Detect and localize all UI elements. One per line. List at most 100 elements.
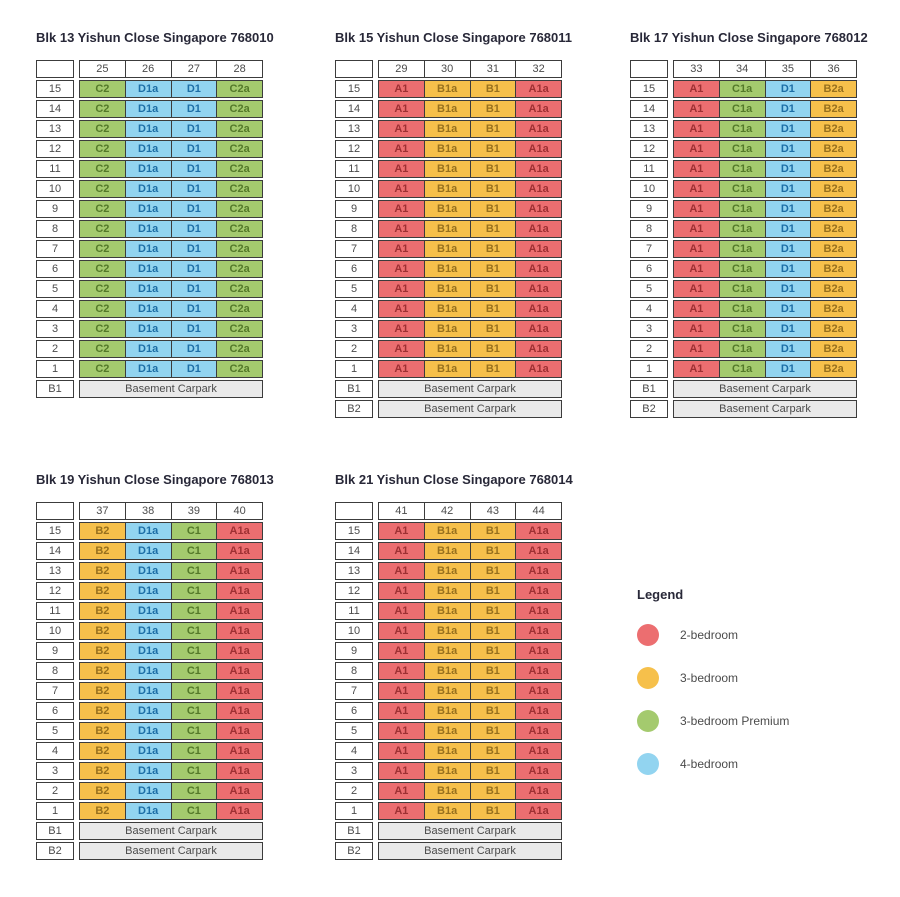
- unit-cell: C1a: [718, 281, 765, 297]
- legend-title: Legend: [637, 587, 684, 602]
- unit-cell: B2: [80, 603, 125, 619]
- unit-cell: D1a: [124, 141, 171, 157]
- floor-row: 1 C2 D1a D1 C2a: [36, 360, 263, 378]
- three-color-dot-icon: [637, 667, 659, 689]
- unit-cell: A1a: [515, 743, 561, 759]
- unit-cell: A1: [379, 281, 424, 297]
- unit-cell: D1: [764, 361, 811, 377]
- unit-cell: C1: [170, 723, 217, 739]
- unit-cell: B2a: [810, 241, 856, 257]
- floor-header-cell: [630, 60, 668, 78]
- unit-cell: D1: [170, 121, 217, 137]
- unit-cell: B1: [469, 603, 516, 619]
- unit-cell: D1a: [124, 763, 171, 779]
- unit-cell: B1a: [423, 623, 470, 639]
- unit-group: A1 B1a B1 A1a: [378, 722, 562, 740]
- unit-cell: A1a: [216, 563, 262, 579]
- basement-carpark-cell: Basement Carpark: [79, 380, 263, 398]
- block-title: Blk 13 Yishun Close Singapore 768010: [36, 30, 274, 45]
- unit-cell: D1: [170, 341, 217, 357]
- floor-label-cell: 3: [335, 320, 373, 338]
- unit-cell: B2: [80, 643, 125, 659]
- floor-label-cell: 3: [36, 762, 74, 780]
- floor-label-cell: 1: [335, 360, 373, 378]
- floor-label-cell: 9: [630, 200, 668, 218]
- unit-group: A1 B1a B1 A1a: [378, 200, 562, 218]
- stack-number-cell: 32: [515, 61, 561, 77]
- floor-row: 7 C2 D1a D1 C2a: [36, 240, 263, 258]
- floor-label-cell: 13: [335, 120, 373, 138]
- floor-row: 4 A1 B1a B1 A1a: [335, 300, 562, 318]
- floor-row: 15 A1 B1a B1 A1a: [335, 522, 562, 540]
- floor-row: 5 A1 B1a B1 A1a: [335, 280, 562, 298]
- unit-cell: A1a: [515, 141, 561, 157]
- unit-cell: C1a: [718, 261, 765, 277]
- unit-group: A1 B1a B1 A1a: [378, 140, 562, 158]
- floor-label-cell: 14: [630, 100, 668, 118]
- unit-group: B2 D1a C1 A1a: [79, 762, 263, 780]
- unit-cell: D1a: [124, 543, 171, 559]
- unit-cell: D1a: [124, 81, 171, 97]
- floor-header-cell: [36, 502, 74, 520]
- floor-row: 2 A1 B1a B1 A1a: [335, 340, 562, 358]
- floor-row: 1 A1 B1a B1 A1a: [335, 360, 562, 378]
- unit-cell: A1: [379, 543, 424, 559]
- stack-number-cell: 36: [810, 61, 856, 77]
- unit-cell: B2a: [810, 181, 856, 197]
- block-title: Blk 19 Yishun Close Singapore 768013: [36, 472, 274, 487]
- floor-label-cell: 9: [335, 642, 373, 660]
- unit-cell: A1a: [216, 723, 262, 739]
- unit-cell: A1: [674, 201, 719, 217]
- basement-row: B2 Basement Carpark: [335, 842, 562, 860]
- unit-cell: C1a: [718, 221, 765, 237]
- unit-cell: C2a: [216, 221, 262, 237]
- unit-group: A1 B1a B1 A1a: [378, 120, 562, 138]
- floor-row: 9 A1 B1a B1 A1a: [335, 642, 562, 660]
- unit-group: B2 D1a C1 A1a: [79, 702, 263, 720]
- unit-cell: B1: [469, 261, 516, 277]
- unit-cell: A1a: [515, 161, 561, 177]
- unit-group: A1 C1a D1 B2a: [673, 180, 857, 198]
- unit-group: C2 D1a D1 C2a: [79, 100, 263, 118]
- block-title: Blk 17 Yishun Close Singapore 768012: [630, 30, 868, 45]
- unit-group: A1 B1a B1 A1a: [378, 662, 562, 680]
- unit-cell: D1: [764, 341, 811, 357]
- unit-cell: B1: [469, 803, 516, 819]
- floor-label-cell: 10: [335, 622, 373, 640]
- unit-cell: B2: [80, 523, 125, 539]
- stack-number-cell: 29: [379, 61, 424, 77]
- floor-label-cell: 7: [335, 240, 373, 258]
- unit-group: C2 D1a D1 C2a: [79, 280, 263, 298]
- floor-label-cell: 12: [36, 582, 74, 600]
- unit-group: A1 B1a B1 A1a: [378, 602, 562, 620]
- unit-cell: A1a: [216, 783, 262, 799]
- floor-label-cell: 15: [335, 522, 373, 540]
- unit-cell: A1a: [515, 201, 561, 217]
- legend-item-label: 2-bedroom: [680, 628, 739, 642]
- floor-row: 7 A1 C1a D1 B2a: [630, 240, 857, 258]
- unit-group: B2 D1a C1 A1a: [79, 742, 263, 760]
- unit-cell: A1a: [515, 623, 561, 639]
- unit-cell: B1a: [423, 803, 470, 819]
- stack-number-cell: 30: [423, 61, 470, 77]
- unit-cell: D1: [764, 281, 811, 297]
- unit-cell: A1: [379, 301, 424, 317]
- floor-label-cell: 11: [36, 602, 74, 620]
- unit-cell: B1: [469, 181, 516, 197]
- unit-cell: C1a: [718, 101, 765, 117]
- unit-cell: A1: [674, 161, 719, 177]
- floor-label-cell: 4: [335, 300, 373, 318]
- unit-cell: A1a: [216, 543, 262, 559]
- unit-cell: D1: [764, 241, 811, 257]
- floor-label-cell: 11: [36, 160, 74, 178]
- floor-row: 7 A1 B1a B1 A1a: [335, 240, 562, 258]
- unit-cell: D1: [170, 241, 217, 257]
- basement-carpark-cell: Basement Carpark: [673, 400, 857, 418]
- floor-row: 14 B2 D1a C1 A1a: [36, 542, 263, 560]
- unit-cell: C1: [170, 763, 217, 779]
- unit-cell: B1a: [423, 543, 470, 559]
- unit-cell: B2: [80, 743, 125, 759]
- unit-cell: D1a: [124, 603, 171, 619]
- unit-cell: A1a: [515, 321, 561, 337]
- floor-row: 4 A1 C1a D1 B2a: [630, 300, 857, 318]
